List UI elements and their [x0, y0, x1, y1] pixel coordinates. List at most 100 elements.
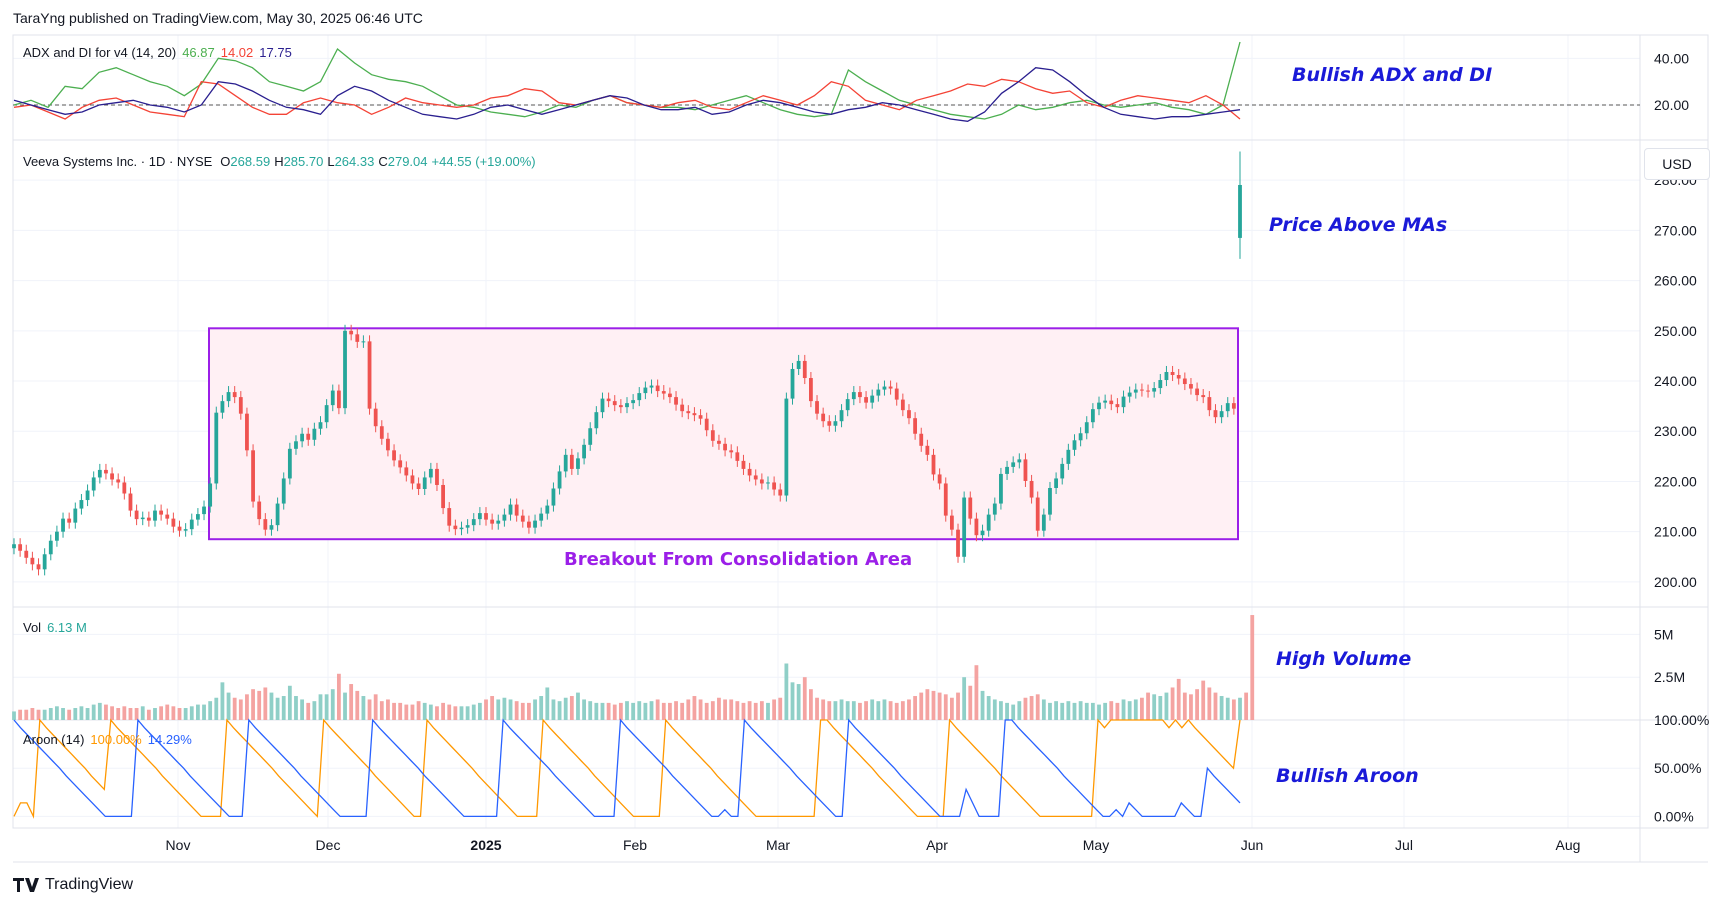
candle-body [251, 450, 255, 502]
candle-body [520, 515, 525, 522]
volume-bar [710, 701, 715, 720]
candle-body [612, 401, 617, 406]
candle-body [128, 493, 133, 511]
volume-bar [220, 682, 225, 720]
candle-body [435, 468, 439, 485]
candle-body [1176, 375, 1181, 379]
volume-bar [949, 697, 954, 720]
volume-bar [956, 692, 960, 720]
candle-body [122, 482, 127, 494]
volume-bar [410, 704, 415, 720]
volume-bar [416, 701, 421, 720]
volume-bar [1164, 692, 1169, 720]
candle-body [1084, 422, 1089, 434]
candle-body [821, 413, 826, 422]
volume-bar [146, 709, 151, 720]
volume-bar [110, 706, 114, 720]
candle-body [306, 433, 311, 440]
adx-legend[interactable]: ADX and DI for v4 (14, 20) 46.87 14.02 17.7… [23, 45, 298, 60]
candle-body [343, 330, 347, 409]
volume-bar [931, 690, 936, 720]
candle-body [294, 441, 298, 449]
volume-pane[interactable] [12, 615, 1255, 720]
candle-body [287, 448, 292, 479]
candle-body [907, 410, 911, 419]
candle-body [839, 410, 844, 422]
candle-body [146, 517, 151, 521]
volume-bar [980, 690, 985, 720]
volume-bar [802, 677, 807, 720]
candle-body [159, 510, 164, 515]
volume-bar [1133, 699, 1138, 720]
volume-bar [1115, 702, 1120, 720]
volume-bar [447, 704, 452, 720]
candle-body [913, 418, 918, 434]
candle-body [772, 482, 777, 490]
volume-bar [134, 708, 139, 720]
ohlc-open: O268.59 [220, 154, 271, 169]
volume-bar [459, 706, 464, 720]
volume-bar [1225, 697, 1230, 720]
volume-bar [30, 708, 35, 720]
candle-body [471, 519, 476, 526]
volume-legend[interactable]: Vol 6.13 M [23, 620, 93, 635]
volume-bar [1121, 699, 1126, 720]
volume-bar [104, 704, 108, 720]
volume-bar [306, 702, 311, 720]
volume-bar [772, 699, 777, 720]
tradingview-logo[interactable]: TradingView [13, 876, 133, 894]
volume-bar [275, 697, 280, 720]
x-tick-label: Dec [316, 837, 341, 853]
adx-pane[interactable] [13, 41, 1640, 122]
volume-bar [1207, 687, 1212, 720]
candle-body [465, 525, 470, 528]
aroon-up-value: 100.00% [90, 732, 142, 747]
volume-bar [330, 689, 335, 720]
volume-bar [974, 665, 979, 720]
candle-body [67, 518, 72, 523]
candle-body [986, 514, 991, 531]
aroon-title: Aroon (14) [23, 732, 85, 747]
candle-body [637, 393, 642, 401]
volume-bar [913, 696, 918, 720]
volume-bar [668, 702, 672, 720]
volume-bar [343, 692, 347, 720]
candle-body [1225, 403, 1230, 412]
volume-bar [919, 692, 924, 720]
aroon-pane[interactable] [13, 718, 1241, 819]
candle-body [802, 360, 807, 379]
candle-body [318, 422, 323, 429]
volume-bar [318, 694, 323, 720]
volume-bar [643, 702, 648, 720]
candle-body [459, 527, 464, 530]
volume-bar [821, 699, 826, 720]
y-tick-label: 250.00 [1654, 323, 1697, 339]
volume-bar [490, 696, 495, 720]
volume-bar [576, 692, 580, 720]
annotation-volume: High Volume [1276, 648, 1412, 670]
candle-body [30, 557, 35, 565]
volume-bar [741, 702, 746, 720]
volume-bar [263, 687, 268, 720]
candle-body [214, 412, 219, 484]
candle-body [668, 393, 672, 398]
candle-body [1078, 433, 1083, 441]
volume-bar [1054, 701, 1059, 720]
volume-bar [968, 685, 973, 720]
currency-button[interactable]: USD [1644, 148, 1710, 180]
volume-bar [1103, 702, 1108, 720]
volume-bar [214, 697, 219, 720]
volume-bar [527, 702, 531, 720]
candle-body [600, 398, 605, 413]
candle-body [79, 500, 84, 509]
price-legend[interactable]: Veeva Systems Inc. · 1D · NYSE O268.59 H28… [23, 154, 542, 169]
y-tick-label: 210.00 [1654, 524, 1697, 540]
candle-body [845, 399, 850, 411]
annotation-aroon: Bullish Aroon [1276, 765, 1419, 787]
aroon-legend[interactable]: Aroon (14) 100.00% 14.29% [23, 732, 198, 747]
publish-info: TaraYng published on TradingView.com, Ma… [13, 10, 423, 26]
price-pane[interactable] [12, 151, 1242, 576]
candle-body [330, 390, 335, 406]
candle-body [643, 387, 648, 394]
